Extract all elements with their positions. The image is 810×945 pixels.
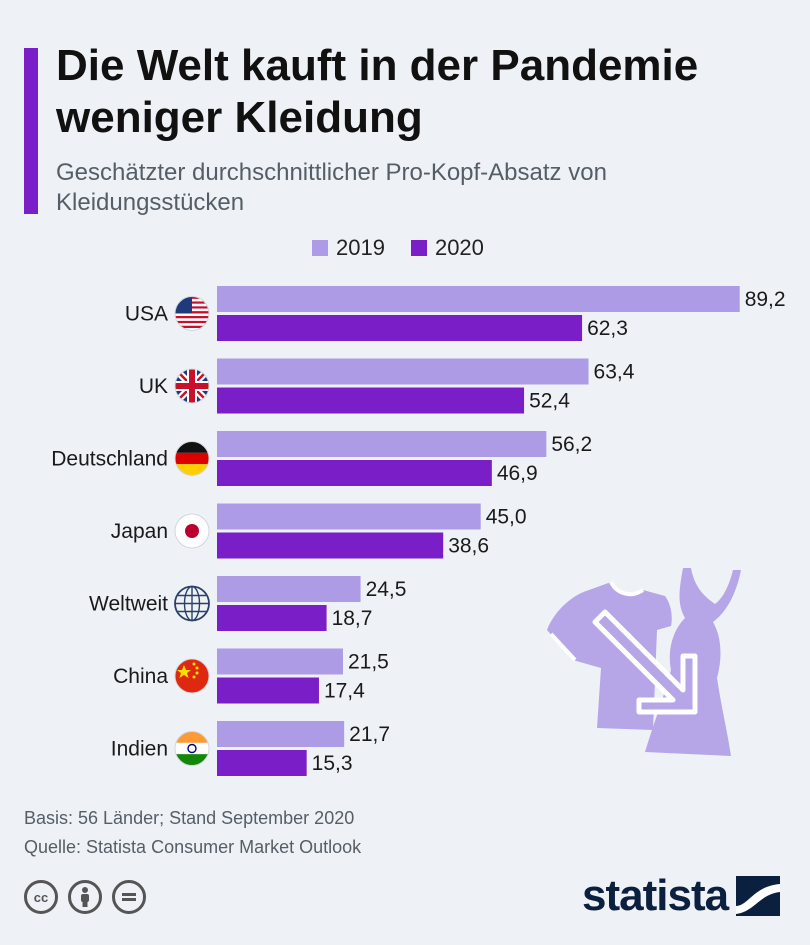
- legend-swatch-2019: [312, 240, 328, 256]
- globe-icon: [174, 585, 210, 622]
- source-note: Quelle: Statista Consumer Market Outlook: [24, 837, 362, 857]
- accent-bar: [24, 48, 38, 214]
- value-label-2020-japan: 38,6: [448, 535, 489, 558]
- value-label-2020-weltweit: 18,7: [332, 607, 373, 630]
- category-label-usa: USA: [125, 303, 168, 326]
- svg-text:cc: cc: [34, 890, 48, 905]
- value-label-2019-uk: 63,4: [594, 361, 635, 384]
- bar-2019-uk: [217, 358, 589, 385]
- bar-2020-weltweit: [217, 605, 327, 631]
- value-label-2020-usa: 62,3: [587, 317, 628, 340]
- legend-label-2020: 2020: [434, 235, 484, 260]
- bar-2019-indien: [217, 721, 345, 747]
- flag-usa-icon: [174, 296, 210, 331]
- bar-2020-uk: [217, 387, 525, 414]
- cc-icon[interactable]: cc: [24, 880, 58, 914]
- flag-india-icon: [174, 731, 210, 766]
- flag-uk-icon: [174, 368, 210, 404]
- bar-2019-japan: [217, 503, 481, 530]
- category-label-japan: Japan: [111, 520, 168, 543]
- value-label-2020-china: 17,4: [324, 680, 365, 703]
- bar-2019-china: [217, 648, 343, 675]
- chart-title: Die Welt kauft in der Pandemie weniger K…: [56, 41, 699, 142]
- legend-swatch-2020: [410, 240, 427, 256]
- value-label-2019-indien: 21,7: [349, 723, 390, 746]
- bar-2020-usa: [217, 315, 583, 341]
- footnote: Basis: 56 Länder; Stand September 2020 Q…: [24, 804, 361, 862]
- category-label-weltweit: Weltweit: [89, 593, 168, 616]
- bar-2019-deutschland: [217, 431, 547, 457]
- license-icons: cc: [24, 880, 146, 914]
- value-label-2020-deutschland: 46,9: [497, 462, 538, 485]
- value-label-2020-indien: 15,3: [312, 752, 353, 775]
- bar-2020-japan: [217, 532, 444, 559]
- bar-2020-indien: [217, 750, 307, 776]
- value-label-2019-china: 21,5: [348, 651, 389, 674]
- legend: 2019 2020: [312, 235, 484, 261]
- value-label-2019-japan: 45,0: [486, 506, 527, 529]
- value-label-2019-deutschland: 56,2: [551, 433, 592, 456]
- value-label-2019-weltweit: 24,5: [366, 578, 407, 601]
- value-label-2020-uk: 52,4: [529, 390, 570, 413]
- bar-chart: 89,2 62,3 USA 63,4 52,4 UK 56,2 46,9 Deutschland…: [51, 286, 786, 776]
- bar-2019-weltweit: [217, 576, 361, 602]
- legend-label-2019: 2019: [336, 235, 385, 260]
- flag-japan-icon: [174, 513, 210, 549]
- logo-wordmark: statista: [582, 871, 729, 920]
- shirt-dress-down-arrow-illustration: [547, 568, 741, 756]
- bar-2019-usa: [217, 286, 740, 312]
- no-derivatives-icon[interactable]: [112, 880, 146, 914]
- bar-2020-deutschland: [217, 460, 492, 486]
- category-label-china: China: [113, 665, 168, 688]
- legend-item-2019: 2019: [312, 235, 385, 261]
- flag-germany-icon: [174, 441, 210, 476]
- category-label-indien: Indien: [111, 738, 168, 761]
- down-right-arrow-icon: [592, 609, 698, 715]
- legend-item-2020: 2020: [410, 235, 484, 261]
- category-label-deutschland: Deutschland: [51, 448, 168, 471]
- statista-logo[interactable]: statista: [582, 871, 781, 920]
- value-label-2019-usa: 89,2: [745, 288, 786, 311]
- attribution-icon[interactable]: [68, 880, 102, 914]
- chart-subtitle: Geschätzter durchschnittlicher Pro-Kopf-…: [56, 159, 607, 216]
- shirt-shape: [547, 582, 672, 730]
- logo-mark-icon: [736, 876, 781, 916]
- category-label-uk: UK: [139, 375, 168, 398]
- flag-china-icon: [174, 658, 210, 694]
- basis-note: Basis: 56 Länder; Stand September 2020: [24, 808, 355, 828]
- bar-2020-china: [217, 677, 319, 704]
